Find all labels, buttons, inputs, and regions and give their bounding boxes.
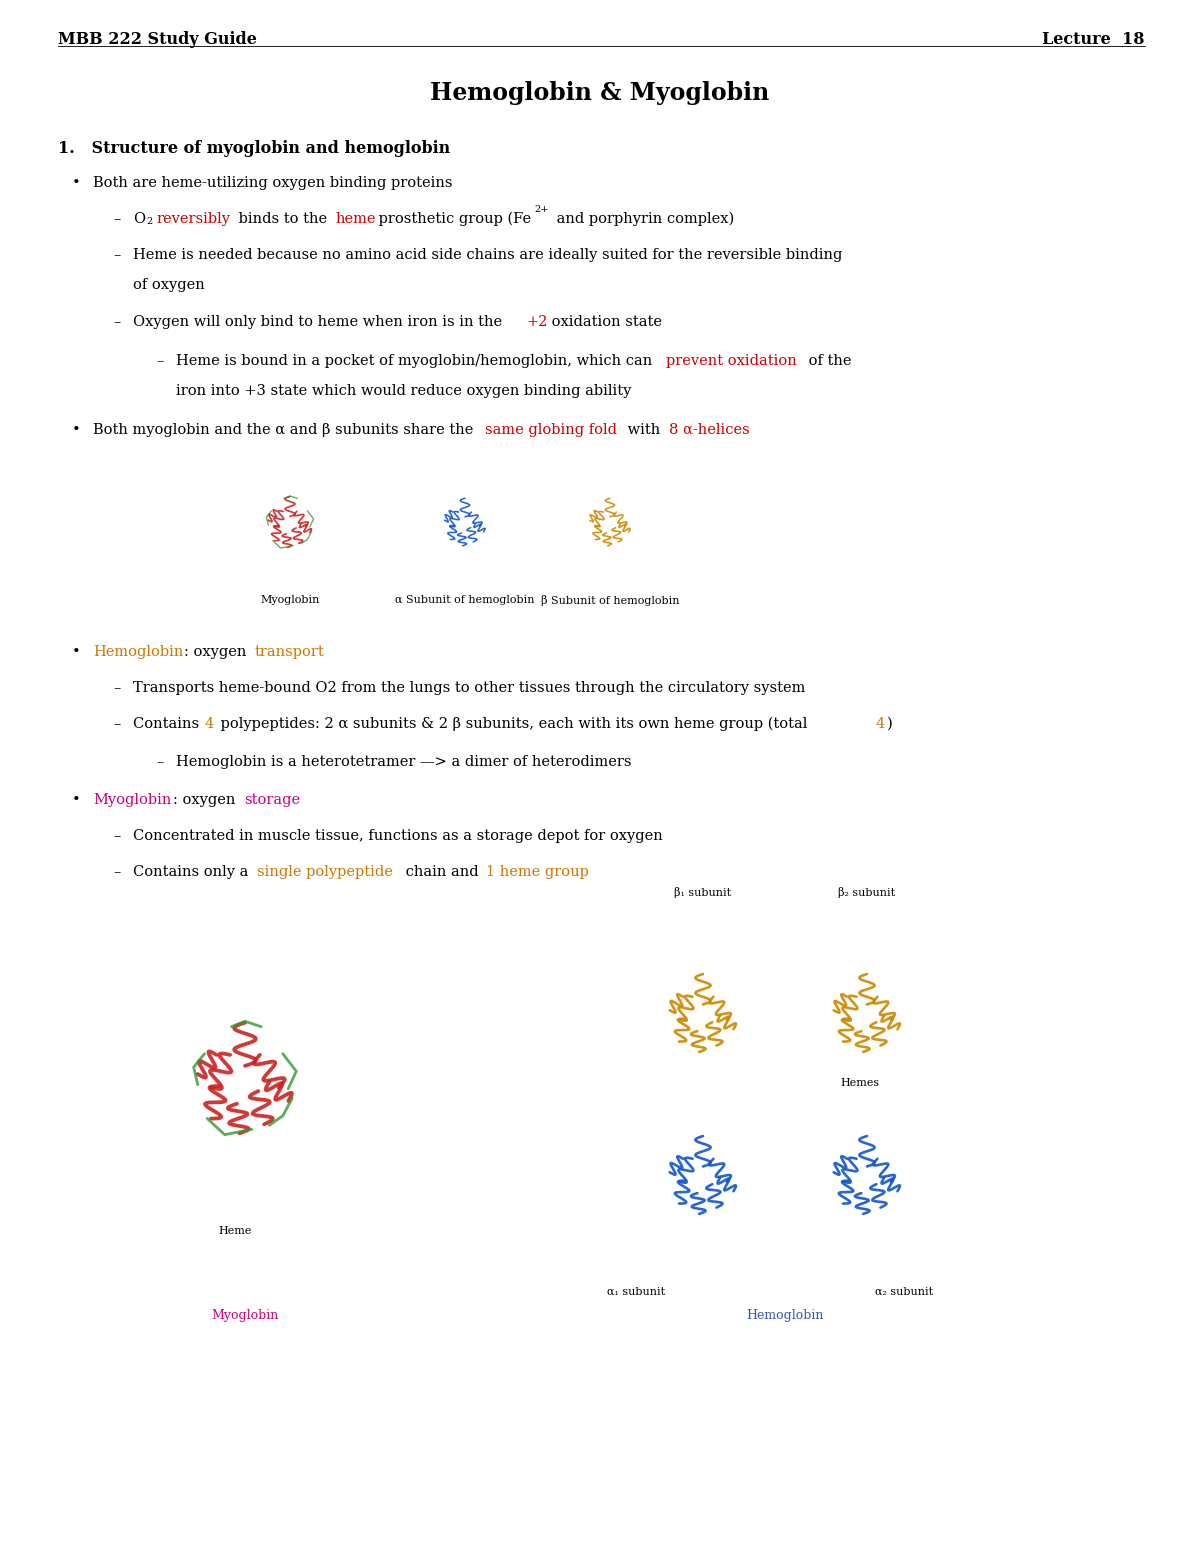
Text: –: –	[113, 865, 120, 879]
Text: Hemoglobin: Hemoglobin	[746, 1309, 823, 1322]
Text: –: –	[156, 354, 163, 368]
Text: β₂ subunit: β₂ subunit	[839, 887, 895, 898]
Text: Concentrated in muscle tissue, functions as a storage depot for oxygen: Concentrated in muscle tissue, functions…	[133, 829, 662, 843]
Text: storage: storage	[245, 794, 301, 808]
Text: Oxygen will only bind to heme when iron is in the: Oxygen will only bind to heme when iron …	[133, 315, 506, 329]
Text: •: •	[72, 175, 80, 189]
Text: prosthetic group (Fe: prosthetic group (Fe	[374, 213, 532, 227]
Text: –: –	[113, 213, 120, 227]
Text: Heme is bound in a pocket of myoglobin/hemoglobin, which can: Heme is bound in a pocket of myoglobin/h…	[176, 354, 656, 368]
Text: β₁ subunit: β₁ subunit	[674, 887, 732, 898]
Text: MBB 222 Study Guide: MBB 222 Study Guide	[58, 31, 257, 48]
Text: Hemoglobin & Myoglobin: Hemoglobin & Myoglobin	[431, 81, 769, 106]
Text: 2: 2	[146, 217, 152, 227]
Text: 4: 4	[204, 717, 214, 731]
Text: Contains: Contains	[133, 717, 204, 731]
Text: of the: of the	[804, 354, 852, 368]
Text: heme: heme	[336, 213, 377, 227]
Text: Myoglobin: Myoglobin	[260, 595, 319, 606]
Text: –: –	[113, 829, 120, 843]
Text: –: –	[113, 315, 120, 329]
Text: •: •	[72, 422, 80, 436]
Text: transport: transport	[254, 644, 325, 658]
Text: 2+: 2+	[534, 205, 548, 214]
Text: 4: 4	[876, 717, 884, 731]
Text: Both myoglobin and the α and β subunits share the: Both myoglobin and the α and β subunits …	[94, 422, 478, 436]
Text: prevent oxidation: prevent oxidation	[666, 354, 797, 368]
Text: single polypeptide: single polypeptide	[257, 865, 392, 879]
Text: of oxygen: of oxygen	[133, 278, 205, 292]
Text: •: •	[72, 794, 80, 808]
Text: α₁ subunit: α₁ subunit	[607, 1287, 665, 1297]
Text: oxidation state: oxidation state	[547, 315, 662, 329]
Text: chain and: chain and	[401, 865, 484, 879]
Text: –: –	[113, 248, 120, 262]
Text: Hemoglobin is a heterotetramer —> a dimer of heterodimers: Hemoglobin is a heterotetramer —> a dime…	[176, 755, 631, 769]
Text: same globing fold: same globing fold	[486, 422, 618, 436]
Text: iron into +3 state which would reduce oxygen binding ability: iron into +3 state which would reduce ox…	[176, 384, 631, 398]
Text: binds to the: binds to the	[234, 213, 332, 227]
Text: –: –	[113, 682, 120, 696]
Text: : oxygen: : oxygen	[184, 644, 251, 658]
Text: reversibly: reversibly	[156, 213, 230, 227]
Text: and porphyrin complex): and porphyrin complex)	[552, 213, 733, 227]
Text: Contains only a: Contains only a	[133, 865, 253, 879]
Text: 8 α-helices: 8 α-helices	[670, 422, 750, 436]
Text: +2: +2	[526, 315, 547, 329]
Text: Hemes: Hemes	[840, 1078, 880, 1089]
Text: Both are heme-utilizing oxygen binding proteins: Both are heme-utilizing oxygen binding p…	[94, 175, 452, 189]
Text: Myoglobin: Myoglobin	[211, 1309, 278, 1322]
Text: with: with	[623, 422, 665, 436]
Text: 1 heme group: 1 heme group	[486, 865, 589, 879]
Text: α Subunit of hemoglobin: α Subunit of hemoglobin	[395, 595, 535, 606]
Text: 1.   Structure of myoglobin and hemoglobin: 1. Structure of myoglobin and hemoglobin	[58, 140, 450, 157]
Text: –: –	[156, 755, 163, 769]
Text: Heme: Heme	[218, 1225, 252, 1236]
Text: β Subunit of hemoglobin: β Subunit of hemoglobin	[541, 595, 679, 606]
Text: •: •	[72, 644, 80, 658]
Text: O: O	[133, 213, 145, 227]
Text: Hemoglobin: Hemoglobin	[94, 644, 184, 658]
Text: : oxygen: : oxygen	[173, 794, 240, 808]
Text: α₂ subunit: α₂ subunit	[875, 1287, 934, 1297]
Text: Heme is needed because no amino acid side chains are ideally suited for the reve: Heme is needed because no amino acid sid…	[133, 248, 842, 262]
Text: ): )	[887, 717, 893, 731]
Text: Lecture  18: Lecture 18	[1043, 31, 1145, 48]
Text: Transports heme-bound O2 from the lungs to other tissues through the circulatory: Transports heme-bound O2 from the lungs …	[133, 682, 805, 696]
Text: –: –	[113, 717, 120, 731]
Text: Myoglobin: Myoglobin	[94, 794, 172, 808]
Text: polypeptides: 2 α subunits & 2 β subunits, each with its own heme group (total: polypeptides: 2 α subunits & 2 β subunit…	[216, 717, 812, 731]
